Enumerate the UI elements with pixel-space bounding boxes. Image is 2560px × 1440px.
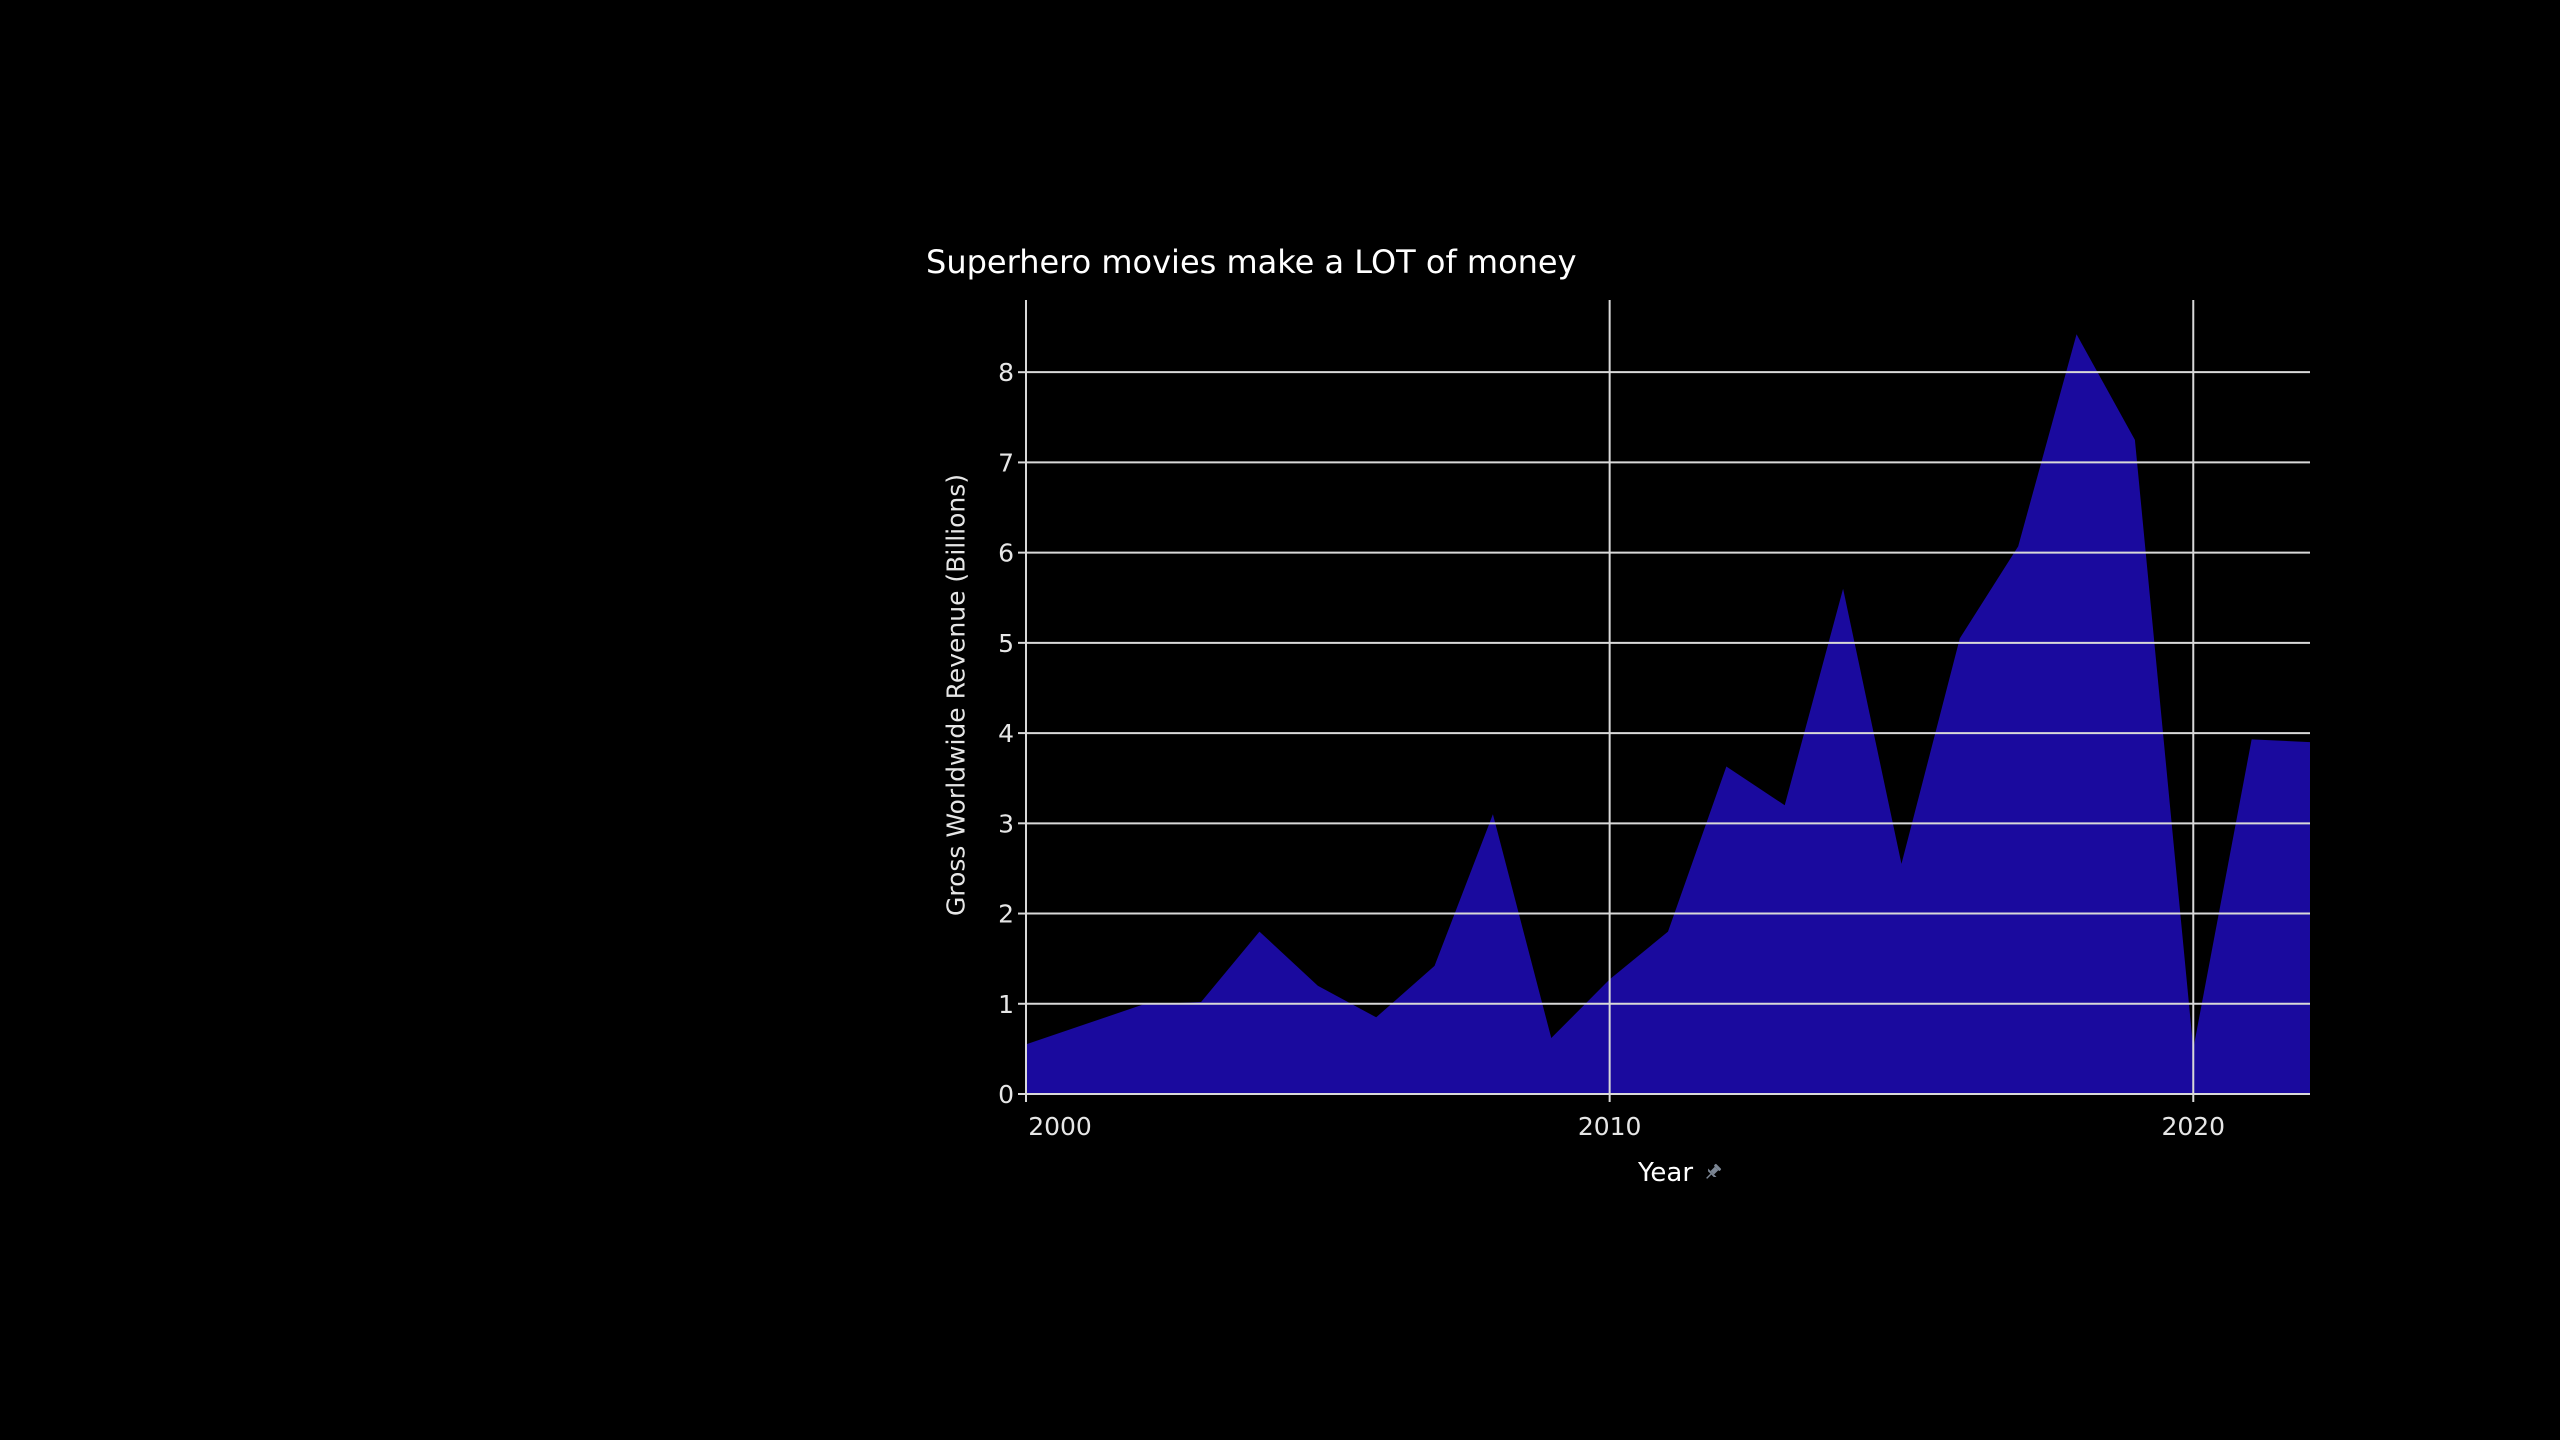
x-axis-label: Year (1638, 1158, 1694, 1188)
y-tick-label: 2 (998, 900, 1014, 929)
y-tick-label: 8 (998, 358, 1014, 387)
x-axis-title: Year (1638, 1158, 1723, 1189)
area-series (1026, 334, 2310, 1094)
x-tick-label: 2020 (2161, 1112, 2225, 1141)
y-tick-label: 7 (998, 448, 1014, 477)
tick-labels: 0 1 2 3 4 5 6 7 8 2000 2010 2020 (998, 358, 2225, 1141)
y-tick-label: 4 (998, 719, 1014, 748)
y-tick-label: 1 (998, 990, 1014, 1019)
pin-icon[interactable] (1703, 1159, 1723, 1189)
grid-lines (1026, 300, 2310, 1094)
area-fill (1026, 334, 2310, 1094)
y-tick-label: 0 (998, 1080, 1014, 1109)
y-tick-label: 6 (998, 539, 1014, 568)
x-tick-label: 2000 (1028, 1112, 1092, 1141)
chart-title: Superhero movies make a LOT of money (926, 243, 1577, 281)
axes (1018, 300, 2310, 1102)
y-tick-label: 5 (998, 629, 1014, 658)
x-tick-label: 2010 (1578, 1112, 1642, 1141)
y-tick-label: 3 (998, 809, 1014, 838)
